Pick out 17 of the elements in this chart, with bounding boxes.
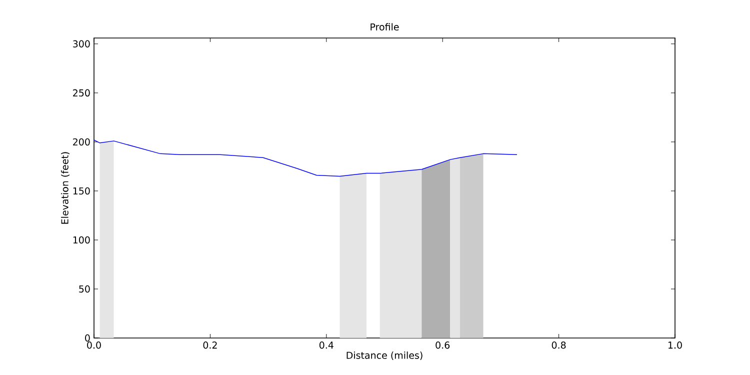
- y-tick-label: 250: [73, 89, 90, 96]
- x-tick-label: 0.6: [436, 342, 450, 349]
- x-axis-title: Distance (miles): [346, 352, 422, 360]
- x-tick-label: 0.2: [203, 342, 217, 349]
- line-series: [94, 140, 518, 177]
- x-tick-label: 0.8: [552, 342, 566, 349]
- x-tick-label: 1.0: [668, 342, 682, 349]
- y-tick-label: 50: [79, 285, 90, 293]
- y-tick-label: 100: [73, 236, 90, 244]
- y-tick-label: 200: [73, 138, 90, 146]
- y-tick-label: 150: [73, 187, 90, 195]
- x-tick-label: 0.0: [87, 342, 101, 349]
- x-tick-label: 0.4: [319, 342, 334, 349]
- chart-title: Profile: [370, 23, 399, 31]
- y-tick-label: 0: [85, 334, 90, 342]
- y-axis-title: Elevation (feet): [61, 152, 70, 224]
- y-tick-label: 300: [73, 40, 90, 48]
